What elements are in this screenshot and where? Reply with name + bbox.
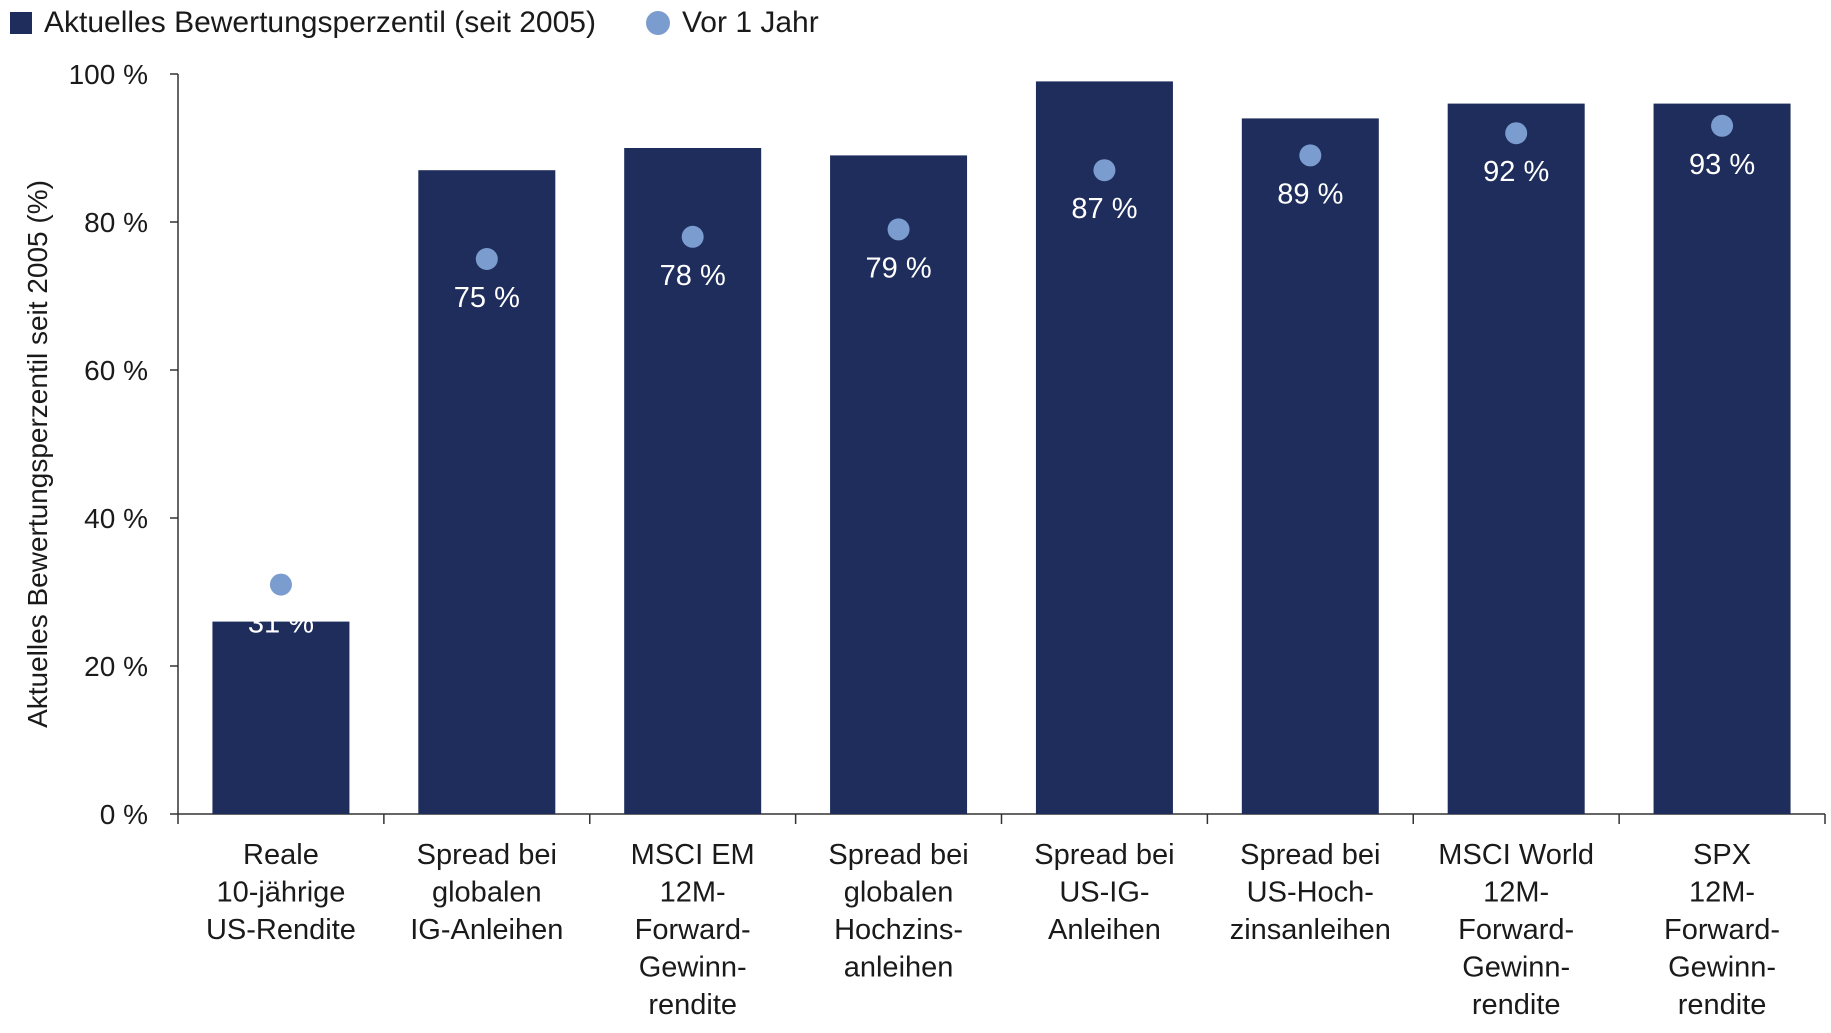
bar: [212, 621, 350, 814]
y-tick-label: 40 %: [84, 503, 148, 534]
x-category-label-line: Gewinn-: [1462, 952, 1570, 984]
x-category-label: MSCI World 12M- Forward- Gewinn-rendite: [1438, 839, 1594, 1021]
dot-marker: [887, 218, 910, 241]
x-category-label-line: Forward-: [1458, 914, 1574, 946]
x-category-label-line: Gewinn-: [1668, 952, 1776, 984]
data-label: 75 %: [454, 282, 520, 314]
legend-bar-label: Aktuelles Bewertungsperzentil (seit 2005…: [44, 6, 596, 39]
x-category-label-line: Hochzins-: [834, 914, 963, 946]
data-label: 89 %: [1277, 178, 1343, 210]
x-category-label-line: anleihen: [844, 952, 954, 984]
data-label: 78 %: [660, 260, 726, 292]
x-category-label-line: 12M-: [660, 877, 726, 909]
x-category-label-line: US-Hoch-: [1247, 877, 1374, 909]
x-category-label-line: rendite: [648, 989, 737, 1021]
dot-marker: [681, 225, 704, 248]
x-category-label-line: rendite: [1472, 989, 1561, 1021]
x-category-label-line: US-Rendite: [206, 914, 356, 946]
data-label: 93 %: [1689, 149, 1755, 181]
x-category-label-line: US-IG-: [1059, 877, 1149, 909]
x-category-label: Spread bei globalen IG-Anleihen: [410, 839, 563, 946]
y-tick-label: 0 %: [100, 799, 148, 830]
x-category-label-line: rendite: [1678, 989, 1767, 1021]
x-category-label-line: 12M-: [1689, 877, 1755, 909]
x-category-label-line: Spread bei: [417, 839, 557, 871]
x-category-label: Reale 10-jährige US-Rendite: [206, 839, 356, 946]
data-label: 79 %: [866, 252, 932, 284]
dot-marker: [1299, 144, 1322, 167]
y-tick-label: 80 %: [84, 207, 148, 238]
x-category-label-line: Forward-: [1664, 914, 1780, 946]
x-category-label: Spread bei globalen Hochzins-anleihen: [828, 839, 968, 984]
x-category-label: MSCI EM 12M- Forward- Gewinn-rendite: [631, 839, 755, 1021]
y-tick-label: 60 %: [84, 355, 148, 386]
x-category-label-line: Gewinn-: [639, 952, 747, 984]
x-category-label-line: MSCI World: [1438, 839, 1594, 871]
bar: [624, 148, 762, 814]
x-category-label-line: globalen: [432, 877, 542, 909]
x-category-label-line: Spread bei: [1034, 839, 1174, 871]
bar: [418, 170, 556, 814]
x-category-label-line: 12M-: [1483, 877, 1549, 909]
x-category-label: Spread bei US-Hoch-zinsanleihen: [1230, 839, 1391, 946]
bar: [830, 155, 968, 814]
bar: [1241, 118, 1379, 814]
y-tick-label: 100 %: [69, 59, 148, 90]
x-category-label-line: IG-Anleihen: [410, 914, 563, 946]
legend-bar-swatch: [10, 12, 32, 34]
x-category-label-line: Forward-: [635, 914, 751, 946]
data-label: 92 %: [1483, 156, 1549, 188]
dot-marker: [475, 248, 498, 270]
dot-marker: [269, 573, 292, 596]
x-category-label-line: Spread bei: [1240, 839, 1380, 871]
x-category-label-line: SPX: [1693, 839, 1751, 871]
x-category-label-line: globalen: [844, 877, 954, 909]
chart-legend: Aktuelles Bewertungsperzentil (seit 2005…: [10, 6, 819, 40]
x-category-label-line: Spread bei: [828, 839, 968, 871]
legend-dot-swatch: [645, 11, 670, 35]
dot-marker: [1505, 122, 1528, 145]
data-label: 87 %: [1071, 193, 1137, 225]
y-tick-label: 20 %: [84, 651, 148, 682]
dot-marker: [1093, 159, 1116, 182]
legend-dot-label: Vor 1 Jahr: [681, 6, 819, 39]
x-category-label-line: zinsanleihen: [1230, 914, 1391, 946]
dot-marker: [1711, 114, 1734, 137]
x-category-label: Spread bei US-IG- Anleihen: [1034, 839, 1174, 946]
x-category-label-line: Anleihen: [1048, 914, 1161, 946]
bar: [1035, 81, 1173, 814]
data-label: 31 %: [248, 608, 314, 640]
x-category-label: SPX 12M- Forward- Gewinn-rendite: [1664, 839, 1780, 1021]
x-category-label-line: Reale: [243, 839, 319, 871]
x-category-label-line: MSCI EM: [631, 839, 755, 871]
x-category-label-line: 10-jährige: [216, 877, 345, 909]
bar: [1447, 103, 1585, 815]
bar: [1653, 103, 1791, 815]
